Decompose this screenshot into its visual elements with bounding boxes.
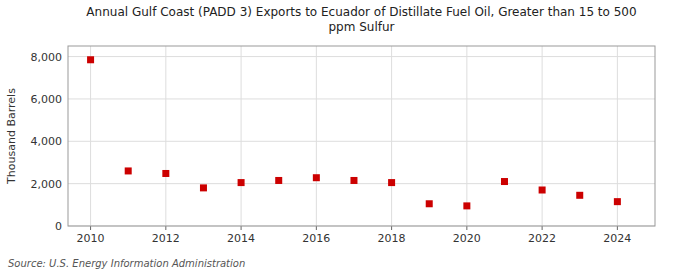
- title: Annual Gulf Coast (PADD 3) Exports to Ec…: [86, 5, 636, 34]
- point: [125, 167, 132, 174]
- x-tick-label: 2022: [528, 232, 556, 245]
- x-tick-label: 2016: [302, 232, 330, 245]
- point: [87, 56, 94, 63]
- y-axis-label: Thousand Barrels: [5, 88, 18, 185]
- point: [162, 170, 169, 177]
- title-line: ppm Sulfur: [328, 20, 394, 34]
- x-grid-line: [466, 46, 467, 226]
- x-tick: [165, 226, 166, 230]
- y-tick-label: 2,000: [31, 178, 63, 191]
- grid: [68, 46, 655, 226]
- x-grid-line: [391, 46, 392, 226]
- point: [501, 178, 508, 185]
- x-tick: [316, 226, 317, 230]
- point: [238, 179, 245, 186]
- x-grid-line: [316, 46, 317, 226]
- x-tick: [617, 226, 618, 230]
- point: [200, 184, 207, 191]
- point: [463, 202, 470, 209]
- point: [614, 198, 621, 205]
- x-tick: [466, 226, 467, 230]
- chart-svg: 0 2,000 4,000 6,000 8,000 2010 2012 2014 2016 201…: [0, 0, 675, 275]
- y-tick-label: 4,000: [31, 135, 63, 148]
- y-grid-line: [68, 98, 655, 99]
- point: [576, 192, 583, 199]
- y-tick-label: 0: [55, 220, 62, 233]
- x-grid-line: [90, 46, 91, 226]
- x-grid-line: [542, 46, 543, 226]
- x-tick-label: 2010: [77, 232, 105, 245]
- point: [388, 179, 395, 186]
- point: [313, 174, 320, 181]
- point: [350, 177, 357, 184]
- point: [275, 177, 282, 184]
- points: [87, 56, 621, 209]
- x-grid-line: [241, 46, 242, 226]
- y-tick-label: 6,000: [31, 93, 63, 106]
- chart-container: 0 2,000 4,000 6,000 8,000 2010 2012 2014 2016 201…: [0, 0, 675, 275]
- x-tick: [90, 226, 91, 230]
- x-tick: [391, 226, 392, 230]
- x-tick-label: 2020: [453, 232, 481, 245]
- plot-frame: [68, 46, 655, 226]
- axes: 0 2,000 4,000 6,000 8,000 2010 2012 2014 2016 201…: [31, 46, 656, 245]
- point: [426, 200, 433, 207]
- x-tick: [542, 226, 543, 230]
- title-line: Annual Gulf Coast (PADD 3) Exports to Ec…: [86, 5, 636, 19]
- point: [539, 187, 546, 194]
- x-grid-line: [165, 46, 166, 226]
- x-tick: [241, 226, 242, 230]
- x-tick-label: 2012: [152, 232, 180, 245]
- y-grid-line: [68, 141, 655, 142]
- y-grid-line: [68, 56, 655, 57]
- x-tick-label: 2018: [378, 232, 406, 245]
- y-tick-label: 8,000: [31, 51, 63, 64]
- x-tick-label: 2014: [227, 232, 255, 245]
- source-note: Source: U.S. Energy Information Administ…: [8, 258, 245, 269]
- y-grid-line: [68, 183, 655, 184]
- x-tick-label: 2024: [603, 232, 631, 245]
